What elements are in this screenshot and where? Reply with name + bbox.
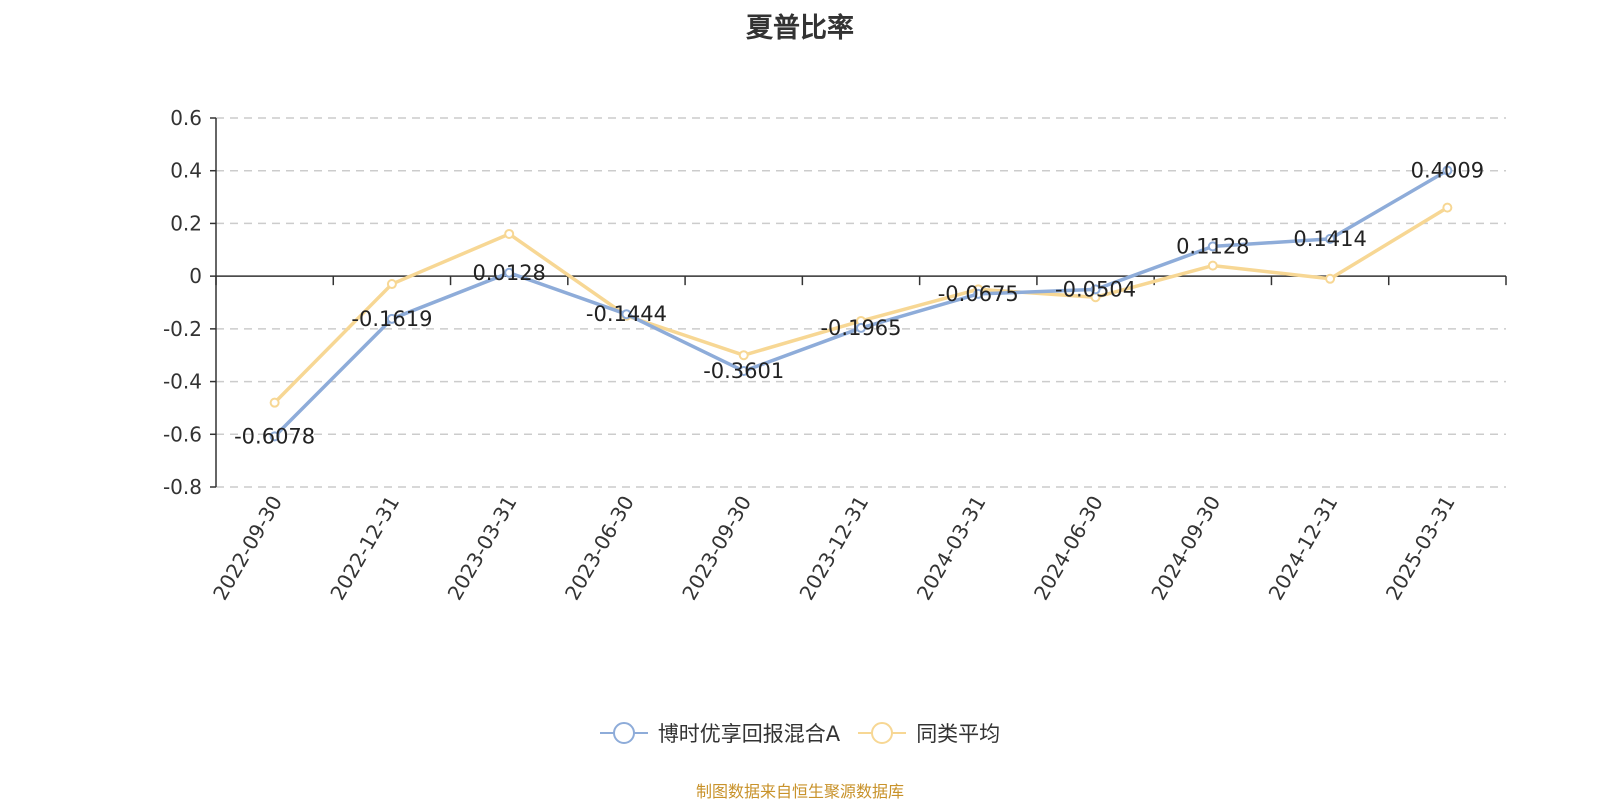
data-label: 0.4009	[1411, 158, 1484, 182]
data-label: -0.3601	[703, 359, 784, 383]
data-label: -0.0675	[938, 282, 1019, 306]
data-point-series-1	[738, 366, 749, 377]
series-line-2	[273, 206, 1449, 404]
y-tick-label: -0.6	[163, 422, 202, 446]
line-chart: 0.6 0.4 0.2 0 -0.2 -0.4 -0.6 -0.8 2022-09-30 202…	[163, 106, 1507, 605]
x-tick-label: 2022-09-30	[208, 492, 287, 605]
y-tick-label: -0.4	[163, 370, 202, 394]
legend-item-series-1[interactable]: 博时优享回报混合A	[599, 718, 841, 748]
y-tick-label: 0.6	[170, 106, 202, 130]
data-point-series-2	[504, 228, 515, 239]
data-point-series-1	[386, 313, 397, 324]
grid-lines	[216, 117, 1506, 488]
data-point-series-1	[856, 322, 866, 333]
x-tick-label: 2025-03-31	[1381, 492, 1460, 605]
data-point-series-2	[1442, 202, 1453, 213]
x-tick-label: 2024-06-30	[1029, 492, 1108, 605]
axes	[215, 118, 1506, 487]
data-label: -0.1444	[586, 302, 667, 326]
legend-label-series-1: 博时优享回报混合A	[657, 722, 841, 746]
y-tick-label: 0.2	[170, 211, 202, 235]
x-tick-label: 2024-12-31	[1264, 492, 1343, 605]
data-point-series-1	[504, 267, 515, 278]
x-tick-label: 2023-12-31	[794, 492, 873, 605]
data-point-series-1	[621, 309, 632, 320]
data-label: 0.1414	[1293, 227, 1366, 251]
x-tick-label: 2023-06-30	[560, 492, 639, 605]
data-point-series-2	[386, 279, 397, 290]
data-point-series-1	[1207, 241, 1218, 252]
data-label: -0.1619	[351, 307, 432, 331]
legend: 博时优享回报混合A 同类平均	[0, 718, 1600, 748]
data-point-series-2	[269, 397, 280, 408]
data-labels: -0.6078 -0.1619 0.0128 -0.1444 -0.3601 -0.196…	[234, 158, 1484, 448]
legend-marker-series-1	[599, 722, 648, 744]
data-point-series-2	[738, 350, 749, 361]
x-tick-label: 2023-09-30	[677, 492, 756, 605]
data-label: -0.0504	[1055, 277, 1136, 301]
data-point-series-1	[269, 431, 280, 442]
y-tick-label: 0	[189, 264, 202, 288]
data-label: 0.0128	[472, 261, 545, 285]
data-point-series-1	[1442, 165, 1453, 176]
data-point-series-1	[1325, 233, 1336, 244]
data-label: -0.6078	[234, 424, 315, 448]
data-point-series-2	[1325, 273, 1336, 284]
y-tick-label: 0.4	[170, 159, 202, 183]
y-tick-label: -0.8	[163, 475, 202, 499]
legend-label-series-2: 同类平均	[916, 722, 1001, 746]
chart-title: 夏普比率	[746, 13, 854, 44]
data-label: 0.1128	[1176, 234, 1249, 258]
series-line-1	[273, 168, 1449, 438]
y-axis-ticks: 0.6 0.4 0.2 0 -0.2 -0.4 -0.6 -0.8	[163, 106, 216, 499]
legend-marker-series-2	[858, 722, 907, 744]
data-point-series-1	[1090, 284, 1101, 295]
x-tick-label: 2024-03-31	[912, 492, 991, 605]
x-tick-label: 2024-09-30	[1146, 492, 1225, 605]
data-point-series-2	[1207, 260, 1218, 271]
x-tick-label: 2022-12-31	[325, 491, 404, 604]
data-source-note: 制图数据来自恒生聚源数据库	[695, 782, 904, 801]
data-point-series-1	[973, 288, 984, 299]
legend-item-series-2[interactable]: 同类平均	[858, 718, 1000, 748]
data-label: -0.1965	[820, 316, 901, 340]
y-tick-label: -0.2	[163, 317, 202, 341]
series-lines	[269, 165, 1453, 442]
x-tick-label: 2023-03-31	[443, 492, 522, 605]
